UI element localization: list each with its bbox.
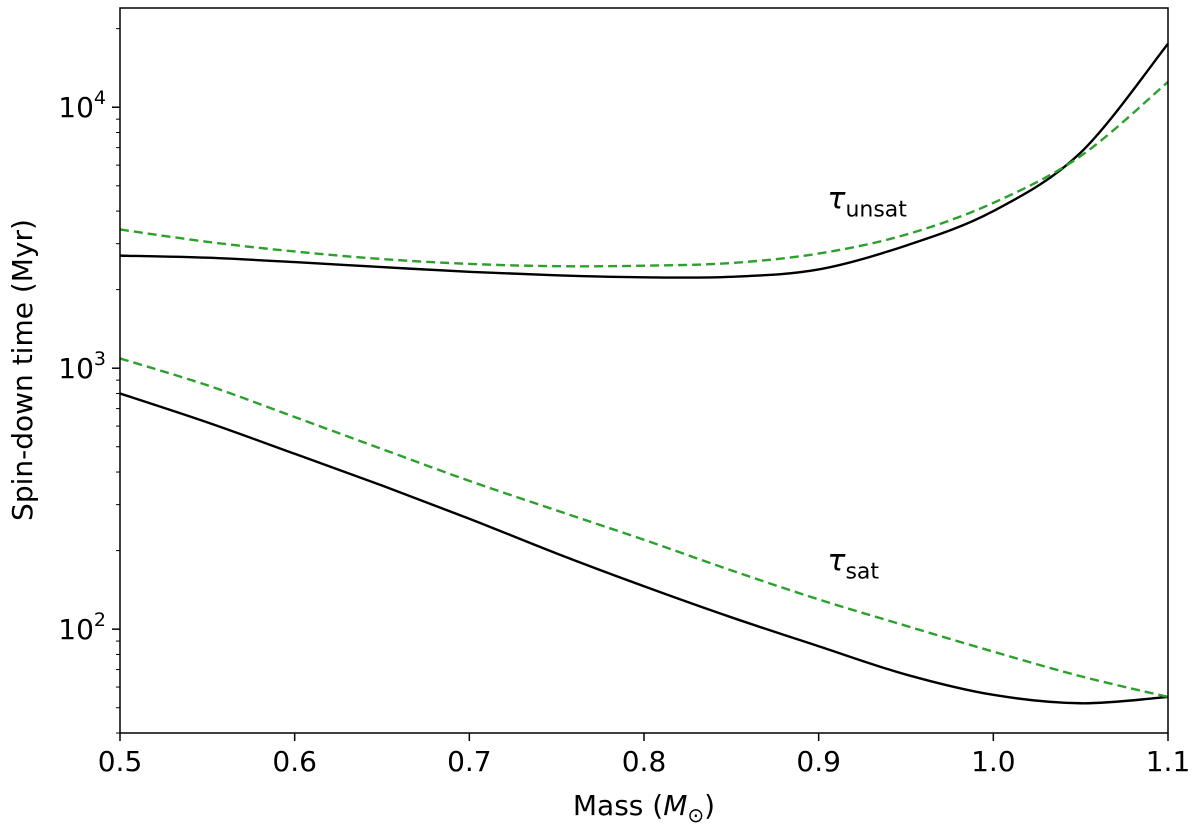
tau-unsat-label: τunsat: [827, 181, 907, 222]
x-axis-label: Mass (M⊙): [573, 789, 715, 827]
tau-sat-label-symbol: τ: [827, 543, 846, 578]
y-tick-label-10000: 104: [58, 87, 106, 124]
y-tick-label-base: 10: [58, 613, 94, 646]
series-layer: [119, 43, 1169, 705]
series-tau-sat-dashed: [119, 357, 1169, 699]
x-tick-label-1.0: 1.0: [971, 745, 1016, 778]
x-axis-label-subscript: ⊙: [687, 803, 704, 827]
y-tick-label-base: 10: [58, 91, 94, 124]
x-tick-label-0.9: 0.9: [796, 745, 841, 778]
y-axis-label: Spin-down time (Myr): [6, 219, 39, 521]
tau-unsat-label-subscript: unsat: [845, 197, 907, 222]
x-axis-ticks: 0.5 0.6 0.7 0.8 0.9 1.0 1.1: [98, 733, 1191, 778]
x-tick-label-0.5: 0.5: [98, 745, 143, 778]
tau-unsat-label-symbol: τ: [827, 181, 846, 216]
tau-sat-label-subscript: sat: [845, 559, 879, 584]
y-tick-label-base: 10: [58, 352, 94, 385]
series-tau-unsat-dashed: [119, 81, 1169, 268]
series-tau-sat-solid: [119, 392, 1169, 705]
x-axis-label-close: ): [704, 789, 715, 822]
y-tick-label-exponent: 4: [94, 87, 106, 109]
y-tick-label-exponent: 2: [94, 609, 106, 631]
y-tick-label-exponent: 3: [94, 348, 106, 370]
tau-sat-label: τsat: [827, 543, 879, 584]
x-axis-label-symbol: M: [663, 789, 687, 822]
x-tick-label-0.8: 0.8: [622, 745, 667, 778]
x-tick-label-0.6: 0.6: [272, 745, 317, 778]
x-tick-label-1.1: 1.1: [1146, 745, 1191, 778]
y-tick-label-100: 102: [58, 609, 106, 646]
plot-frame: [119, 7, 1169, 734]
series-tau-unsat-solid: [119, 43, 1169, 279]
x-tick-label-0.7: 0.7: [447, 745, 492, 778]
x-axis-label-main: Mass (: [573, 789, 663, 822]
y-tick-label-1000: 103: [58, 348, 106, 385]
